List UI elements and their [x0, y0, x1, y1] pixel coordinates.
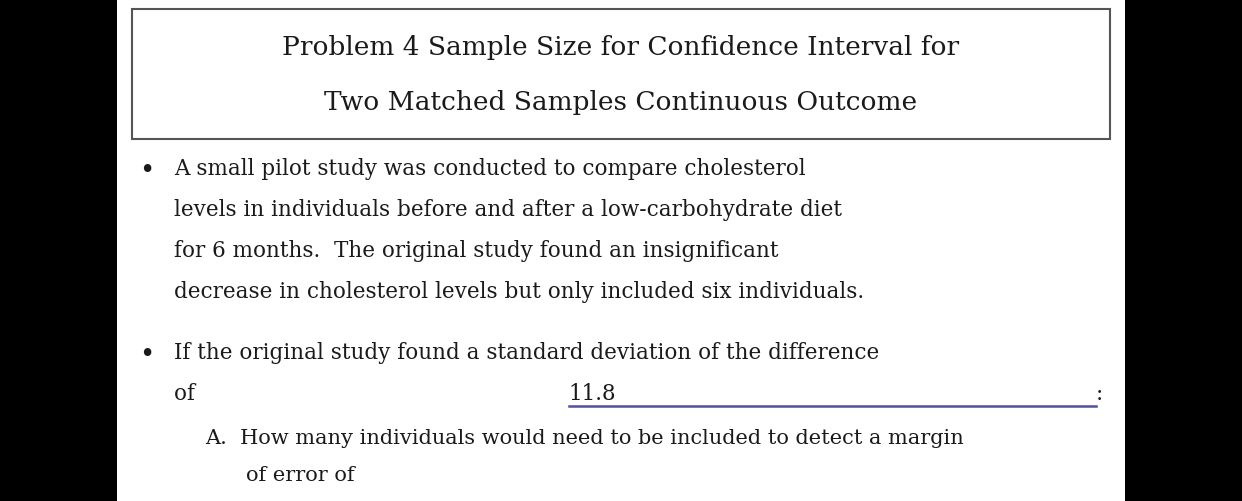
Text: :: :	[1095, 383, 1103, 405]
Text: Two Matched Samples Continuous Outcome: Two Matched Samples Continuous Outcome	[324, 90, 918, 115]
Text: of: of	[174, 383, 201, 405]
FancyBboxPatch shape	[1125, 0, 1242, 501]
Text: If the original study found a standard deviation of the difference: If the original study found a standard d…	[174, 342, 879, 364]
Text: •: •	[139, 158, 154, 183]
Text: 11.8: 11.8	[569, 383, 616, 405]
FancyBboxPatch shape	[117, 0, 1125, 501]
FancyBboxPatch shape	[132, 9, 1110, 139]
FancyBboxPatch shape	[0, 0, 117, 501]
Text: A.  How many individuals would need to be included to detect a margin: A. How many individuals would need to be…	[205, 429, 964, 448]
Text: Problem 4 Sample Size for Confidence Interval for: Problem 4 Sample Size for Confidence Int…	[282, 35, 960, 60]
Text: of error of: of error of	[246, 465, 361, 484]
Text: decrease in cholesterol levels but only included six individuals.: decrease in cholesterol levels but only …	[174, 281, 864, 303]
Text: •: •	[139, 342, 154, 367]
Text: for 6 months.  The original study found an insignificant: for 6 months. The original study found a…	[174, 240, 779, 262]
Text: A small pilot study was conducted to compare cholesterol: A small pilot study was conducted to com…	[174, 158, 806, 180]
Text: levels in individuals before and after a low-carbohydrate diet: levels in individuals before and after a…	[174, 199, 842, 221]
